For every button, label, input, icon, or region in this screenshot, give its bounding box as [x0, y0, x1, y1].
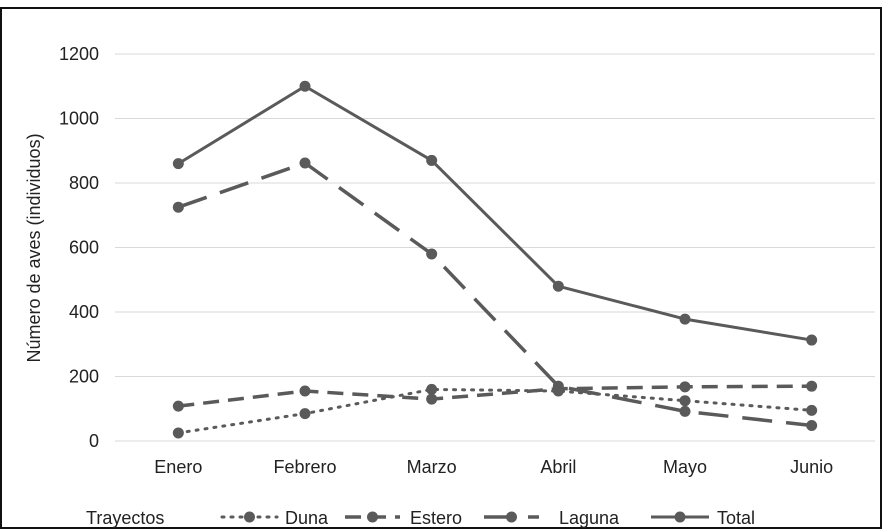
y-tick-label: 1000	[59, 109, 99, 129]
legend-title: Trayectos	[86, 508, 164, 528]
y-tick-labels: 0 200 400 600 800 1000 1200	[59, 44, 99, 451]
data-point	[172, 427, 184, 439]
data-point	[679, 313, 691, 325]
series-line	[177, 161, 812, 428]
y-tick-label: 200	[69, 367, 99, 387]
x-tick-label: Junio	[790, 457, 833, 477]
x-tick-label: Enero	[154, 457, 202, 477]
legend-label: Duna	[285, 508, 329, 528]
data-point	[172, 158, 184, 170]
legend-item-laguna: Laguna	[484, 508, 620, 528]
legend-item-estero: Estero	[345, 508, 462, 528]
x-tick-label: Mayo	[663, 457, 707, 477]
data-point	[172, 400, 184, 412]
series-line	[178, 384, 812, 408]
legend-marker	[244, 511, 255, 523]
y-tick-label: 800	[69, 173, 99, 193]
data-point	[679, 395, 691, 407]
data-point	[299, 408, 311, 420]
x-tick-label: Marzo	[407, 457, 457, 477]
series-total	[172, 80, 818, 346]
data-point	[299, 157, 311, 169]
y-tick-label: 1200	[59, 44, 99, 64]
series-laguna	[172, 157, 818, 432]
data-point	[552, 380, 564, 392]
data-point	[426, 248, 438, 260]
data-point	[806, 404, 818, 416]
legend-item-duna: Duna	[220, 508, 329, 528]
data-point	[172, 201, 184, 213]
data-point	[806, 334, 818, 346]
gridlines	[115, 53, 875, 442]
data-point	[806, 380, 818, 392]
legend-label: Laguna	[559, 508, 620, 528]
data-point	[679, 405, 691, 417]
data-point	[426, 393, 438, 405]
data-point	[679, 381, 691, 393]
y-axis-title: Número de aves (individuos)	[24, 133, 44, 362]
legend: Trayectos Duna Estero Laguna Total	[86, 508, 755, 528]
x-tick-label: Abril	[540, 457, 576, 477]
data-point	[299, 385, 311, 397]
data-point	[426, 383, 438, 395]
data-point	[426, 154, 438, 166]
legend-marker	[674, 511, 686, 523]
series-estero	[172, 380, 818, 412]
legend-item-total: Total	[651, 508, 755, 528]
series-line	[176, 387, 814, 435]
y-tick-label: 400	[69, 302, 99, 322]
legend-label: Total	[717, 508, 755, 528]
legend-marker	[506, 511, 517, 523]
legend-label: Estero	[410, 508, 462, 528]
y-tick-label: 0	[89, 431, 99, 451]
data-point	[806, 420, 818, 432]
x-tick-label: Febrero	[273, 457, 336, 477]
legend-marker	[367, 511, 378, 523]
y-tick-label: 600	[69, 238, 99, 258]
data-point	[299, 80, 311, 92]
x-tick-labels: Enero Febrero Marzo Abril Mayo Junio	[154, 457, 833, 477]
chart-frame	[0, 7, 882, 529]
series-group	[172, 80, 818, 439]
data-point	[552, 280, 564, 292]
series-line	[177, 84, 812, 342]
